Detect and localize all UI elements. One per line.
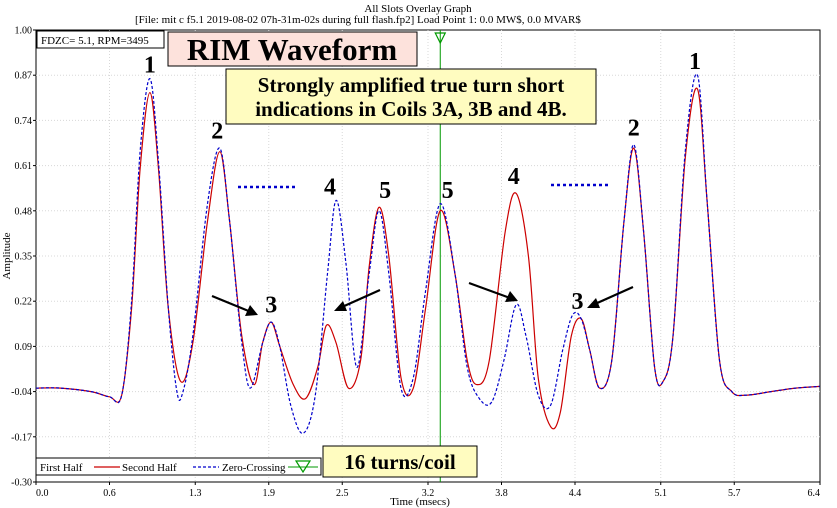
- x-tick-label: 0.0: [36, 488, 49, 499]
- x-axis-label: Time (msecs): [390, 496, 450, 508]
- arrow-coil-3b: [341, 288, 381, 309]
- turns-box-text: 16 turns/coil: [344, 450, 456, 474]
- y-tick-label: -0.17: [11, 432, 32, 443]
- x-tick-label: 2.5: [336, 488, 349, 499]
- x-tick-label: 1.3: [189, 488, 202, 499]
- title-box: [167, 31, 418, 67]
- x-tick-label: 1.9: [263, 488, 276, 499]
- info-box: [36, 30, 165, 49]
- annotation-line-1: Strongly amplified true turn short: [258, 73, 564, 97]
- legend-zero-crossing: Zero-Crossing: [222, 462, 286, 474]
- y-tick-label: 0.48: [15, 206, 33, 217]
- y-tick-label: -0.04: [11, 387, 32, 398]
- peak-label: 5: [442, 178, 454, 204]
- x-tick-label: 4.4: [569, 488, 582, 499]
- peak-label: 3: [571, 289, 583, 315]
- peak-label: 4: [324, 174, 336, 200]
- peak-label: 5: [379, 178, 391, 204]
- y-tick-label: 0.35: [15, 252, 33, 263]
- file-info-line: [File: mit c f5.1 2019-08-02 07h-31m-02s…: [135, 14, 581, 26]
- legend-zero-crossing-icon: [294, 460, 312, 474]
- zero-crossing-marker-icon: [434, 32, 447, 45]
- peak-label: 3: [265, 293, 277, 319]
- chart-title: RIM Waveform: [187, 32, 398, 67]
- x-tick-label: 5.7: [728, 488, 741, 499]
- series-first-half: [35, 73, 821, 434]
- peak-label: 2: [211, 119, 223, 145]
- y-tick-label: 0.61: [15, 161, 33, 172]
- legend: [35, 457, 322, 476]
- x-tick-label: 0.6: [103, 488, 116, 499]
- x-tick-label: 5.1: [655, 488, 668, 499]
- arrow-head-icon: [334, 301, 347, 311]
- legend-first-half: First Half: [40, 462, 83, 474]
- peak-label: 1: [689, 49, 701, 75]
- y-axis-ticks: 1.00 0.87 0.74 0.61 0.48 0.35 0.22 0.09 -0.04 -0.…: [11, 26, 36, 489]
- arrow-coil-3-right: [594, 285, 634, 306]
- arrow-head-icon: [587, 298, 600, 308]
- arrow-coil-3a: [211, 294, 252, 314]
- y-tick-label: 0.22: [15, 297, 33, 308]
- y-axis-label: Amplitude: [1, 232, 13, 279]
- legend-second-half: Second Half: [122, 462, 177, 474]
- peak-label: 2: [628, 115, 640, 141]
- x-tick-label: 3.8: [495, 488, 508, 499]
- arrow-coil-4b: [468, 281, 511, 300]
- annotation-line-2: indications in Coils 3A, 3B and 4B.: [255, 97, 567, 121]
- peak-labels: 1 2 3 4 5 5 4 3 2 1: [144, 49, 701, 318]
- annotation-arrows: [211, 281, 634, 316]
- annotation-box: [225, 68, 597, 125]
- turns-box: [322, 445, 478, 478]
- x-axis-ticks: 0.0 0.6 1.3 1.9 2.5 3.2 3.8 4.4 5.1 5.7 6.4: [35, 482, 821, 499]
- y-tick-label: 1.00: [15, 26, 33, 37]
- peak-label: 4: [508, 164, 520, 190]
- peak-label: 1: [144, 53, 156, 79]
- y-tick-label: -0.30: [11, 478, 32, 489]
- x-tick-label: 6.4: [808, 488, 821, 499]
- graph-title: All Slots Overlay Graph: [364, 3, 472, 15]
- x-tick-label: 3.2: [422, 488, 435, 499]
- y-tick-label: 0.09: [15, 342, 33, 353]
- arrow-head-icon: [505, 291, 518, 302]
- y-tick-label: 0.87: [15, 71, 33, 82]
- arrow-head-icon: [245, 305, 258, 316]
- y-tick-label: 0.74: [15, 116, 33, 127]
- info-box-text: FDZC= 5.1, RPM=3495: [41, 35, 149, 47]
